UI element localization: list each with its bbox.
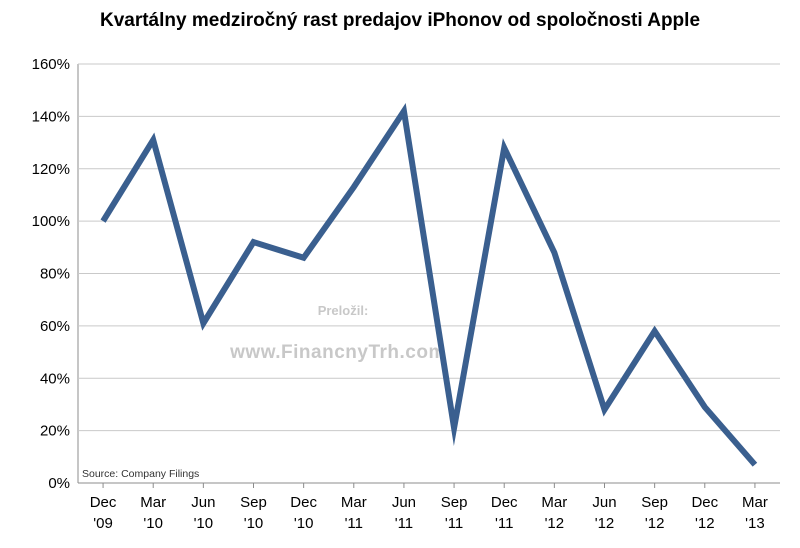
x-tick-label: Jun '12 [592,494,616,532]
x-tick-label: Sep '12 [641,494,668,532]
y-tick-label: 20% [40,423,70,440]
source-note: Source: Company Filings [82,468,199,480]
chart-title: Kvartálny medziročný rast predajov iPhon… [99,10,701,31]
y-tick-label: 140% [32,108,70,125]
x-tick-label: Jun '10 [191,494,215,532]
watermark-url: www.FinancnyTrh.com [229,342,446,363]
x-tick-label: Sep '11 [441,494,468,532]
y-tick-label: 0% [48,475,70,492]
y-tick-label: 40% [40,370,70,387]
y-tick-label: 60% [40,318,70,335]
x-tick-label: Mar '13 [742,494,768,532]
series-layer [100,103,758,467]
series-line [100,103,758,467]
watermark-translator-label: Preložil: [318,303,369,318]
x-tick-label: Mar '10 [140,494,166,532]
x-tick-label: Sep '10 [240,494,267,532]
y-tick-label: 80% [40,266,70,283]
x-tick-label: Dec '10 [290,494,317,532]
y-axis-ticks: 0% 20% 40% 60% 80% 100% 120% 140% 160% [32,56,70,492]
x-tick-label: Dec '11 [491,494,518,532]
x-tick-label: Dec '09 [90,494,117,532]
x-tick-label: Mar '12 [541,494,567,532]
x-tick-label: Dec '12 [691,494,718,532]
x-tick-label: Mar '11 [341,494,367,532]
y-tick-label: 100% [32,213,70,230]
y-tick-label: 120% [32,161,70,178]
y-tick-label: 160% [32,56,70,73]
x-axis-ticks: Dec '09 Mar '10 Jun '10 Sep '10 Dec '10 Mar '11 Jun '… [90,483,768,532]
gridlines [77,63,780,484]
x-tick-label: Jun '11 [392,494,416,532]
